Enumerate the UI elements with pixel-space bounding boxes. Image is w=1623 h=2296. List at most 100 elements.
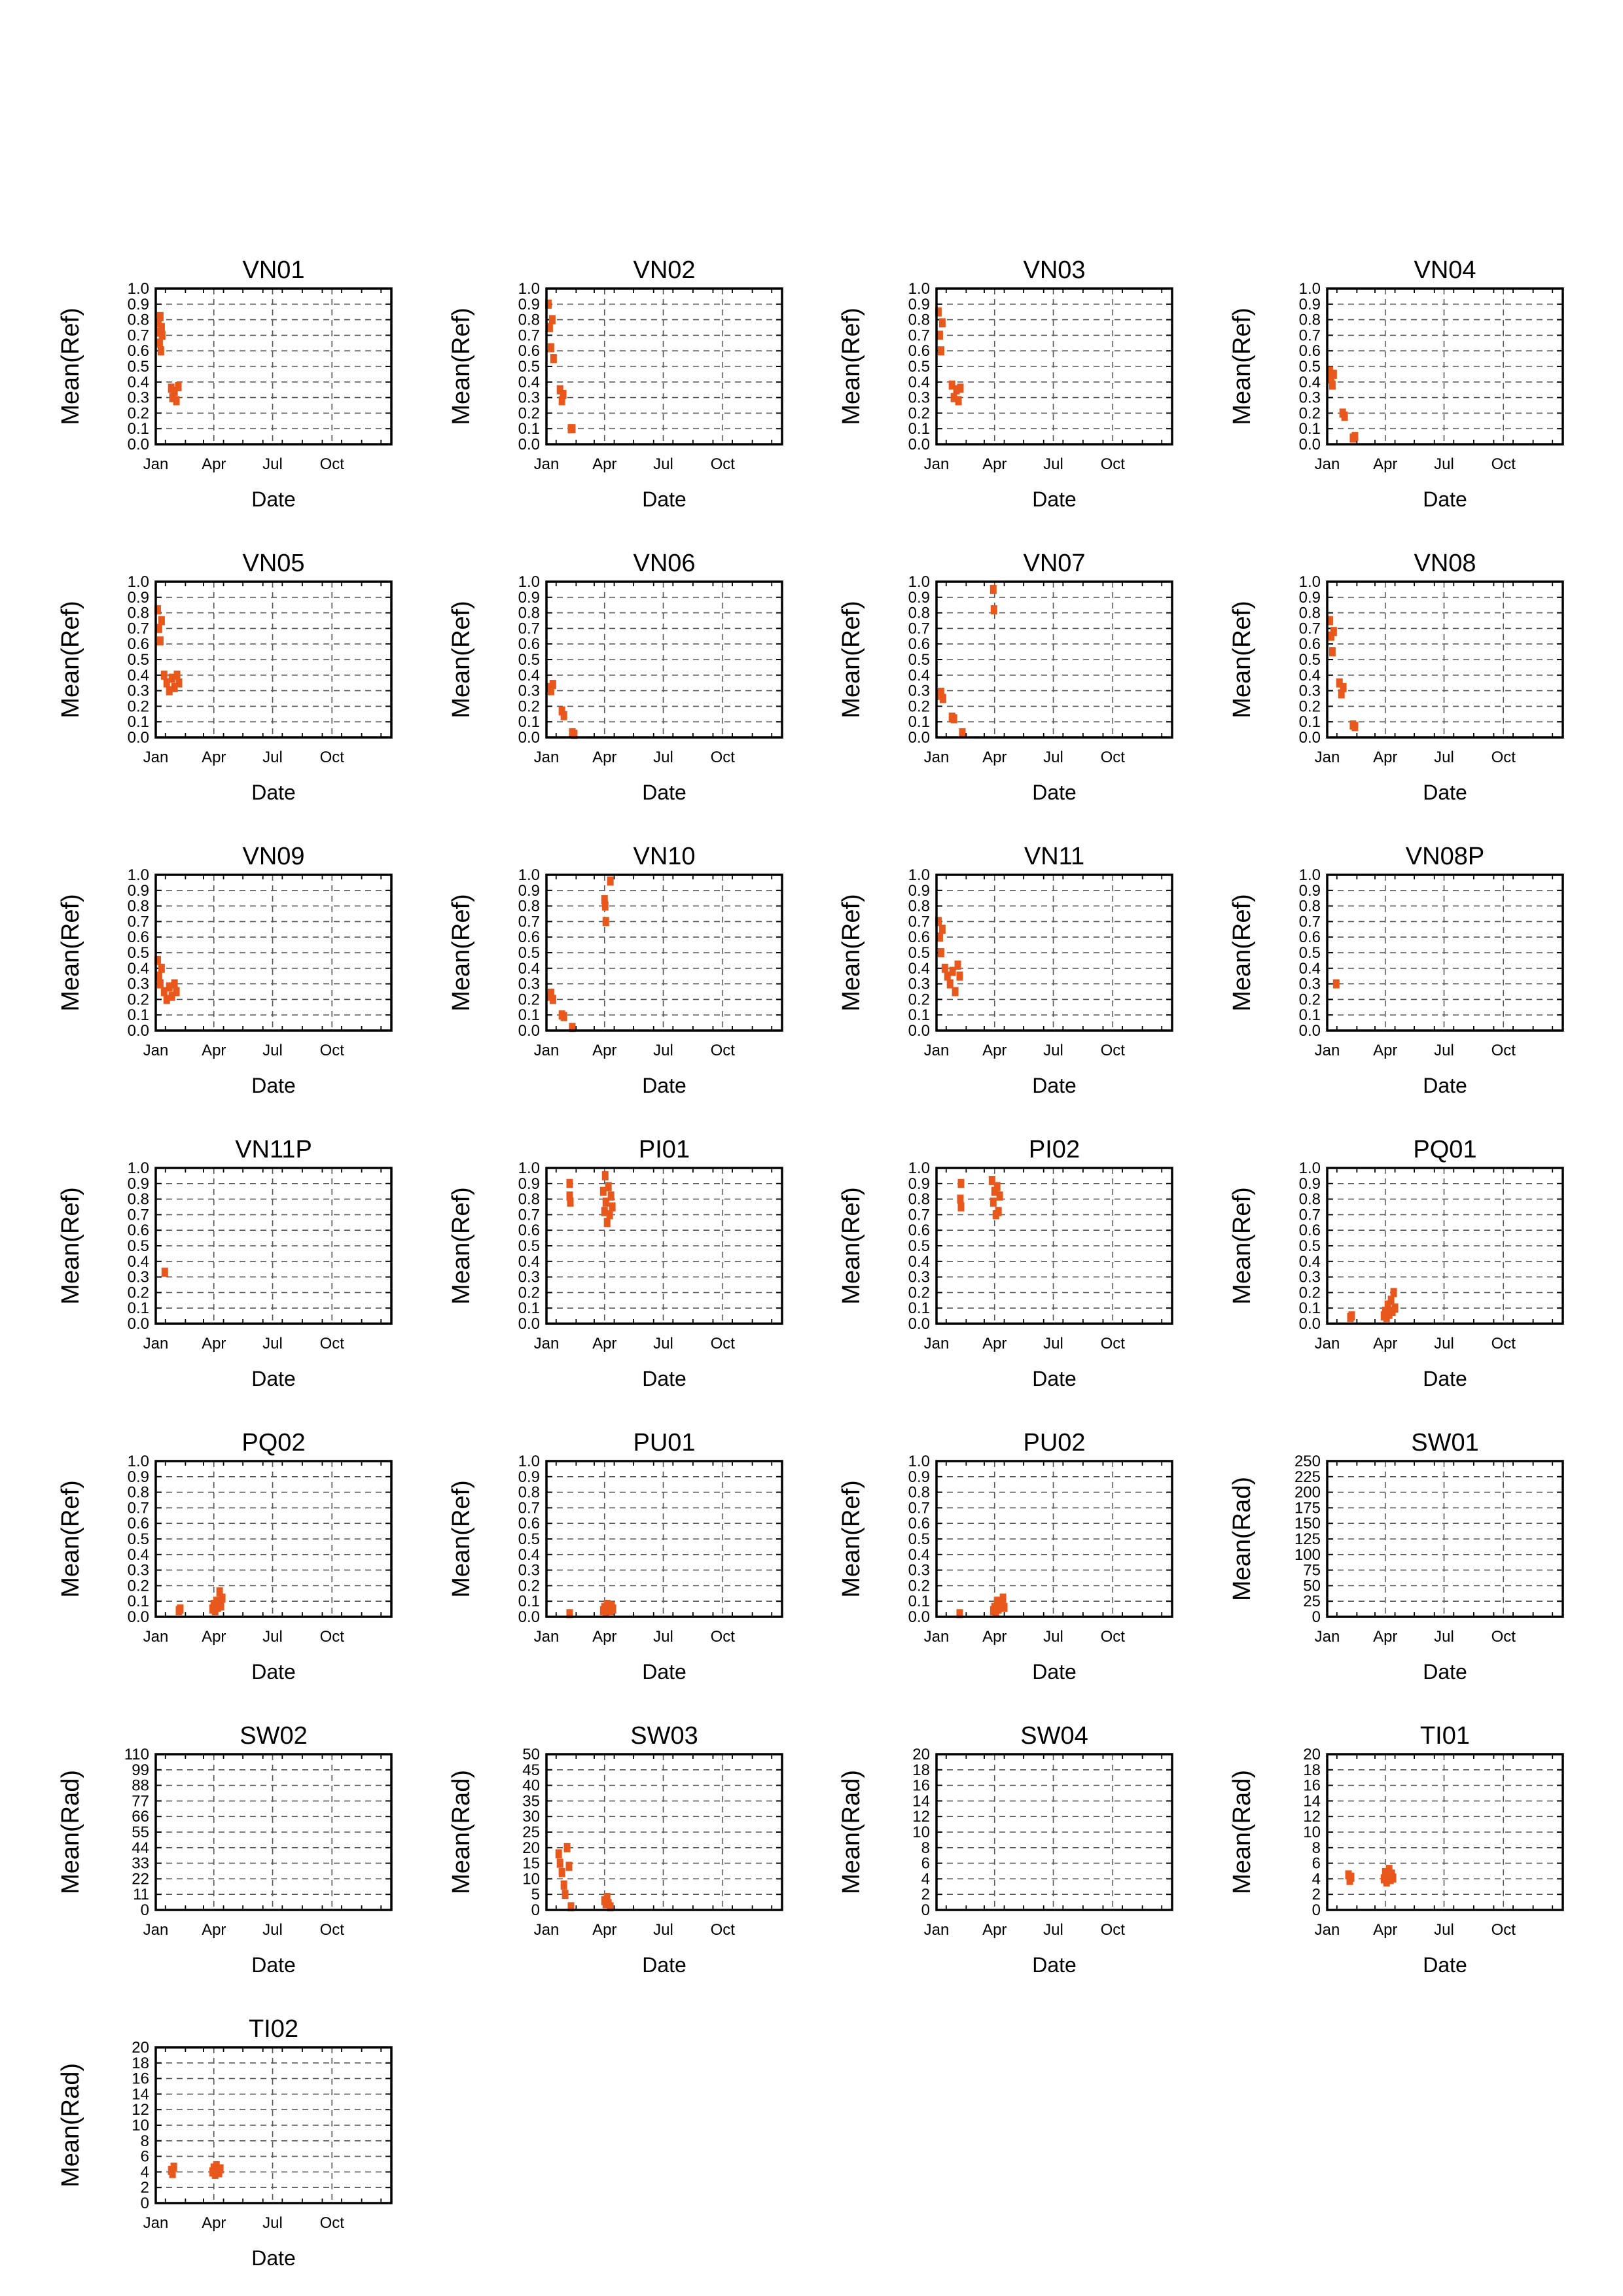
chart-title: SW02 [240,1722,307,1750]
data-point [1327,631,1334,641]
y-tick-label: 0.8 [128,605,149,622]
x-tick-label: Jan [143,2214,169,2232]
y-tick-label: 1.0 [128,1453,149,1470]
y-tick-label: 0.8 [908,605,930,622]
y-tick-label: 1.0 [518,573,540,591]
x-tick-label: Jan [924,1042,950,1059]
y-axis-label: Mean(Ref) [838,601,865,718]
data-point [169,393,176,402]
data-point [1385,1865,1393,1875]
data-point [937,346,944,356]
y-tick-label: 0.6 [1299,342,1321,360]
y-tick-label: 0.8 [518,605,540,622]
y-tick-label: 0.7 [128,1499,149,1517]
chart-title: VN10 [633,843,695,870]
plot-frame [935,874,1173,1032]
data-point [606,1210,613,1220]
y-tick-label: 0.5 [908,944,930,962]
y-tick-label: 1.0 [1299,280,1321,298]
y-tick-label: 0.4 [1299,1253,1321,1271]
y-tick-label: 0.7 [1299,327,1321,344]
data-point [1387,1296,1395,1305]
data-point [956,1609,963,1619]
data-point [547,988,554,998]
x-tick-label: Apr [982,1921,1007,1939]
y-tick-label: 0.2 [128,991,149,1008]
data-point [957,1194,964,1204]
data-point [1347,1873,1355,1882]
plot-frame [935,287,1173,446]
data-point [158,323,165,332]
y-tick-label: 0.5 [128,651,149,669]
x-axis-label: Date [642,487,687,511]
y-tick-label: 0.9 [908,1468,930,1486]
chart-panel-vn11: VN11 0.00.10.20.30.40.50.60.70.80.91.0 Jan… [838,843,1173,1097]
data-point [166,982,173,992]
y-tick-label: 0.9 [128,1468,149,1486]
x-tick-label: Jan [534,1042,560,1059]
y-tick-label: 0.7 [908,620,930,637]
y-tick-label: 0.9 [1299,882,1321,900]
data-point [560,1012,567,1021]
y-tick-label: 0 [1312,1608,1321,1626]
data-point [941,963,948,973]
x-tick-label: Jan [534,455,560,473]
data-point [1330,369,1337,379]
y-tick-label: 0.1 [518,420,540,438]
y-tick-label: 0.6 [128,342,149,360]
x-tick-label: Apr [982,1042,1007,1059]
y-tick-label: 0.0 [128,1315,149,1333]
y-axis-label: Mean(Ref) [1228,308,1256,425]
data-point [156,311,164,321]
y-tick-label: 0.0 [518,729,540,747]
y-tick-label: 0.1 [908,1006,930,1024]
y-tick-label: 4 [1312,1870,1321,1888]
data-point [952,987,959,997]
y-axis-label: Mean(Ref) [448,894,475,1012]
data-point [1329,380,1336,390]
x-tick-label: Jan [534,749,560,766]
y-tick-label: 0.1 [1299,713,1321,731]
x-axis-label: Date [1032,1367,1077,1390]
data-point [1338,689,1345,699]
y-tick-label: 50 [1303,1577,1321,1595]
x-tick-label: Jul [653,1921,673,1939]
data-point [950,714,957,724]
y-tick-label: 1.0 [518,1159,540,1177]
x-tick-label: Oct [320,1042,345,1059]
x-tick-label: Jan [924,455,950,473]
data-point [1326,366,1333,376]
y-tick-label: 0.9 [908,589,930,607]
x-axis-label: Date [251,1367,296,1390]
y-tick-label: 0.6 [128,928,149,946]
x-axis-label: Date [251,1074,296,1097]
y-tick-label: 0.9 [518,296,540,313]
y-tick-label: 0.4 [128,1546,149,1564]
x-axis-label: Date [251,781,296,804]
y-axis-label: Mean(Ref) [1228,894,1256,1012]
x-tick-label: Jan [1315,455,1340,473]
y-tick-label: 40 [522,1777,540,1795]
x-tick-label: Apr [202,1042,226,1059]
x-tick-label: Jan [1315,1042,1340,1059]
data-point [937,687,944,697]
y-tick-label: 0.7 [908,913,930,930]
x-tick-label: Jan [143,1335,169,1352]
y-tick-label: 0.6 [518,1515,540,1532]
y-tick-label: 5 [531,1886,540,1903]
data-point [156,636,164,646]
x-tick-label: Oct [320,1628,345,1646]
x-tick-label: Oct [1491,1042,1516,1059]
x-tick-label: Apr [1373,1335,1397,1352]
data-point [156,979,164,989]
chart-title: VN04 [1414,256,1476,284]
x-tick-label: Jul [262,1921,283,1939]
y-tick-label: 0.4 [1299,374,1321,391]
plot-frame [545,580,783,739]
data-point [155,624,162,633]
data-point [603,1892,611,1902]
y-tick-label: 0.8 [908,1484,930,1502]
data-point [547,686,554,696]
y-tick-label: 0.5 [518,358,540,376]
data-point [990,584,997,594]
